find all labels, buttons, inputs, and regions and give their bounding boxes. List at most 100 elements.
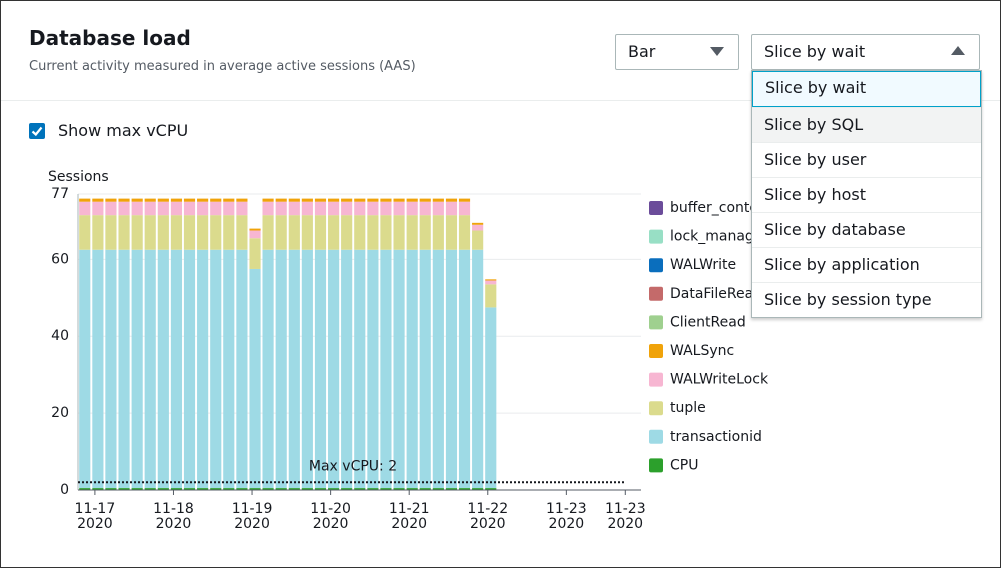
x-tick-label: 11-20 [310, 501, 351, 517]
bar-segment [262, 201, 274, 216]
bar-segment [445, 215, 458, 250]
menu-option[interactable]: Slice by session type [752, 282, 981, 317]
bar-segment [485, 284, 497, 308]
menu-option[interactable]: Slice by database [752, 212, 981, 247]
bar-segment [170, 249, 183, 489]
bar-segment [380, 215, 392, 250]
y-tick-label: 20 [51, 405, 69, 421]
legend-label: WALSync [670, 343, 734, 359]
bar-segment [223, 488, 235, 490]
bar-segment [197, 215, 209, 250]
legend-swatch [649, 344, 663, 358]
bar-segment [419, 215, 431, 250]
bar-segment [301, 488, 313, 490]
x-tick-label: 11-22 [467, 501, 508, 517]
select-value: Slice by wait [764, 42, 866, 61]
bar-segment [105, 201, 117, 216]
bar-segment [118, 249, 130, 489]
bar-segment [79, 198, 91, 202]
bar-segment [92, 201, 104, 216]
bar-segment [131, 201, 143, 216]
bar-segment [485, 280, 497, 285]
bar-segment [118, 201, 130, 216]
bar-segment [393, 198, 405, 202]
bar-segment [210, 249, 222, 489]
panel-title: Database load [29, 26, 191, 50]
bar-segment [157, 198, 169, 202]
menu-option[interactable]: Slice by host [752, 177, 981, 212]
bar-segment [393, 249, 405, 489]
legend-swatch [649, 258, 663, 273]
menu-option[interactable]: Slice by wait [752, 71, 981, 107]
bar-segment [432, 201, 444, 216]
legend-label: lock_manager [670, 229, 768, 245]
bar-segment [314, 249, 327, 489]
legend-label: tuple [670, 400, 706, 416]
x-tick-label: 11-17 [75, 501, 116, 517]
bar-segment [183, 215, 196, 250]
bar-segment [485, 279, 497, 281]
legend-label: CPU [670, 457, 698, 473]
chart-type-select[interactable]: Bar [615, 34, 739, 70]
bar-segment [157, 201, 169, 216]
bar-segment [262, 198, 274, 202]
panel-subtitle: Current activity measured in average act… [29, 59, 416, 74]
legend-swatch [649, 401, 663, 416]
bar-segment [197, 249, 209, 489]
bar-segment [79, 488, 91, 490]
bar-segment [432, 198, 444, 202]
bar-segment [92, 249, 104, 489]
bar-segment [144, 201, 156, 216]
x-tick-label: 2020 [234, 516, 270, 532]
legend-swatch [649, 372, 663, 387]
caret [710, 47, 724, 56]
bar-segment [328, 201, 340, 216]
bar-segment [301, 201, 313, 216]
y-tick-label: 77 [51, 186, 69, 202]
bar-segment [458, 201, 471, 216]
bar-segment [472, 249, 484, 489]
menu-option[interactable]: Slice by user [752, 142, 981, 177]
bar-segment [105, 215, 117, 250]
checkbox[interactable] [29, 123, 45, 139]
bar-segment [406, 198, 418, 202]
bar-segment [367, 488, 379, 490]
bar-segment [275, 201, 287, 216]
bar-segment [419, 198, 431, 202]
select-value: Bar [628, 42, 656, 61]
slice-select[interactable]: Slice by wait [751, 34, 980, 70]
bar-segment [236, 215, 248, 250]
legend-label: WALWrite [670, 257, 736, 273]
bar-segment [288, 201, 300, 216]
bar-segment [380, 249, 392, 489]
legend-swatch [649, 429, 663, 444]
bar-segment [223, 249, 235, 489]
bar-segment [170, 215, 183, 250]
bar-segment [223, 198, 235, 202]
bar-segment [105, 198, 117, 202]
bar-segment [393, 488, 405, 490]
menu-option[interactable]: Slice by application [752, 247, 981, 282]
bar-segment [341, 249, 353, 489]
bar-segment [92, 488, 104, 490]
checkbox-label[interactable]: Show max vCPU [58, 121, 189, 140]
bar-segment [183, 488, 196, 490]
bar-segment [354, 249, 366, 489]
bar-segment [275, 249, 287, 489]
bar-segment [131, 198, 143, 202]
bar-segment [262, 249, 274, 489]
bar-segment [314, 215, 327, 250]
menu-option[interactable]: Slice by SQL [752, 107, 981, 142]
legend-label: transactionid [670, 429, 762, 445]
bar-segment [354, 215, 366, 250]
bar-segment [249, 238, 261, 269]
bar-segment [445, 201, 458, 216]
x-tick-label: 11-21 [389, 501, 430, 517]
bar-segment [406, 249, 418, 489]
legend-swatch [649, 229, 663, 244]
bar-segment [472, 488, 484, 490]
bar-segment [354, 201, 366, 216]
bar-segment [92, 198, 104, 202]
